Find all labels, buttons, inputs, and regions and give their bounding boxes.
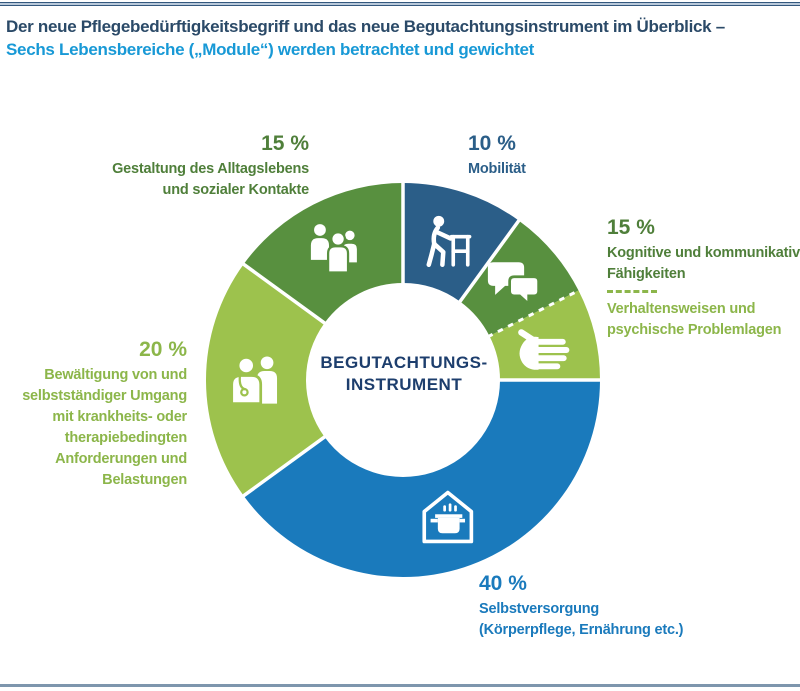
- label-selbstversorgung-line1: Selbstversorgung: [479, 601, 600, 617]
- top-rule: [0, 2, 800, 6]
- donut-chart: [203, 180, 603, 580]
- center-label-line1: BEGUTACHTUNGS-: [320, 353, 488, 372]
- dashed-separator: [607, 290, 657, 293]
- label-bewaeltigung-line5: Anforderungen und: [55, 451, 187, 467]
- segment-divider: [240, 434, 328, 499]
- center-label-line2: INSTRUMENT: [345, 375, 463, 394]
- label-kognitive-line1: Kognitive und kommunikative: [607, 245, 800, 261]
- donut-svg: [205, 181, 602, 578]
- callout-kognitive: 15 % Kognitive und kommunikative Fähigke…: [607, 216, 800, 341]
- label-bewaeltigung-line3: mit krankheits- oder: [52, 409, 187, 425]
- label-bewaeltigung-line6: Belastungen: [102, 472, 187, 488]
- segment-selbstversorgung: [243, 380, 600, 578]
- page-title-line1: Der neue Pflegebedürftigkeitsbegriff und…: [6, 17, 725, 36]
- segment-divider: [457, 217, 522, 305]
- label-bewaeltigung-line4: therapiebedingten: [64, 430, 187, 446]
- callout-mobilitaet: 10 % Mobilität: [468, 132, 526, 180]
- page-title: Der neue Pflegebedürftigkeitsbegriff und…: [6, 15, 725, 61]
- page-title-line2: Sechs Lebensbereiche („Module“) werden b…: [6, 40, 535, 59]
- segment-mobilitaet: [403, 183, 519, 302]
- label-bewaeltigung-line2: selbstständiger Umgang: [22, 388, 187, 404]
- label-gestaltung-line2: und sozialer Kontakte: [162, 182, 310, 198]
- percent-gestaltung: 15 %: [261, 132, 309, 155]
- label-verhaltensweisen-line2: psychische Problemlagen: [607, 322, 782, 338]
- percent-mobilitaet: 10 %: [468, 132, 516, 155]
- callout-selbstversorgung: 40 % Selbstversorgung (Körperpflege, Ern…: [479, 572, 683, 641]
- label-verhaltensweisen-line1: Verhaltensweisen und: [607, 301, 756, 317]
- callout-bewaeltigung: 20 % Bewältigung von und selbstständiger…: [22, 338, 187, 491]
- segment-divider: [240, 261, 328, 326]
- callout-gestaltung: 15 % Gestaltung des Alltagslebens und so…: [112, 132, 309, 201]
- label-gestaltung-line1: Gestaltung des Alltagslebens: [112, 161, 309, 177]
- percent-bewaeltigung: 20 %: [139, 338, 187, 361]
- label-bewaeltigung-line1: Bewältigung von und: [44, 367, 187, 383]
- percent-kognitive: 15 %: [607, 216, 655, 239]
- label-kognitive-line2: Fähigkeiten: [607, 266, 686, 282]
- label-selbstversorgung-line2: (Körperpflege, Ernährung etc.): [479, 622, 684, 638]
- label-mobilitaet: Mobilität: [468, 161, 526, 177]
- donut-center-label: BEGUTACHTUNGS- INSTRUMENT: [254, 352, 554, 396]
- percent-selbstversorgung: 40 %: [479, 572, 527, 595]
- bottom-rule: [0, 684, 800, 687]
- segment-verhaltensweisen-und-psychische-problemlagen: [489, 290, 600, 380]
